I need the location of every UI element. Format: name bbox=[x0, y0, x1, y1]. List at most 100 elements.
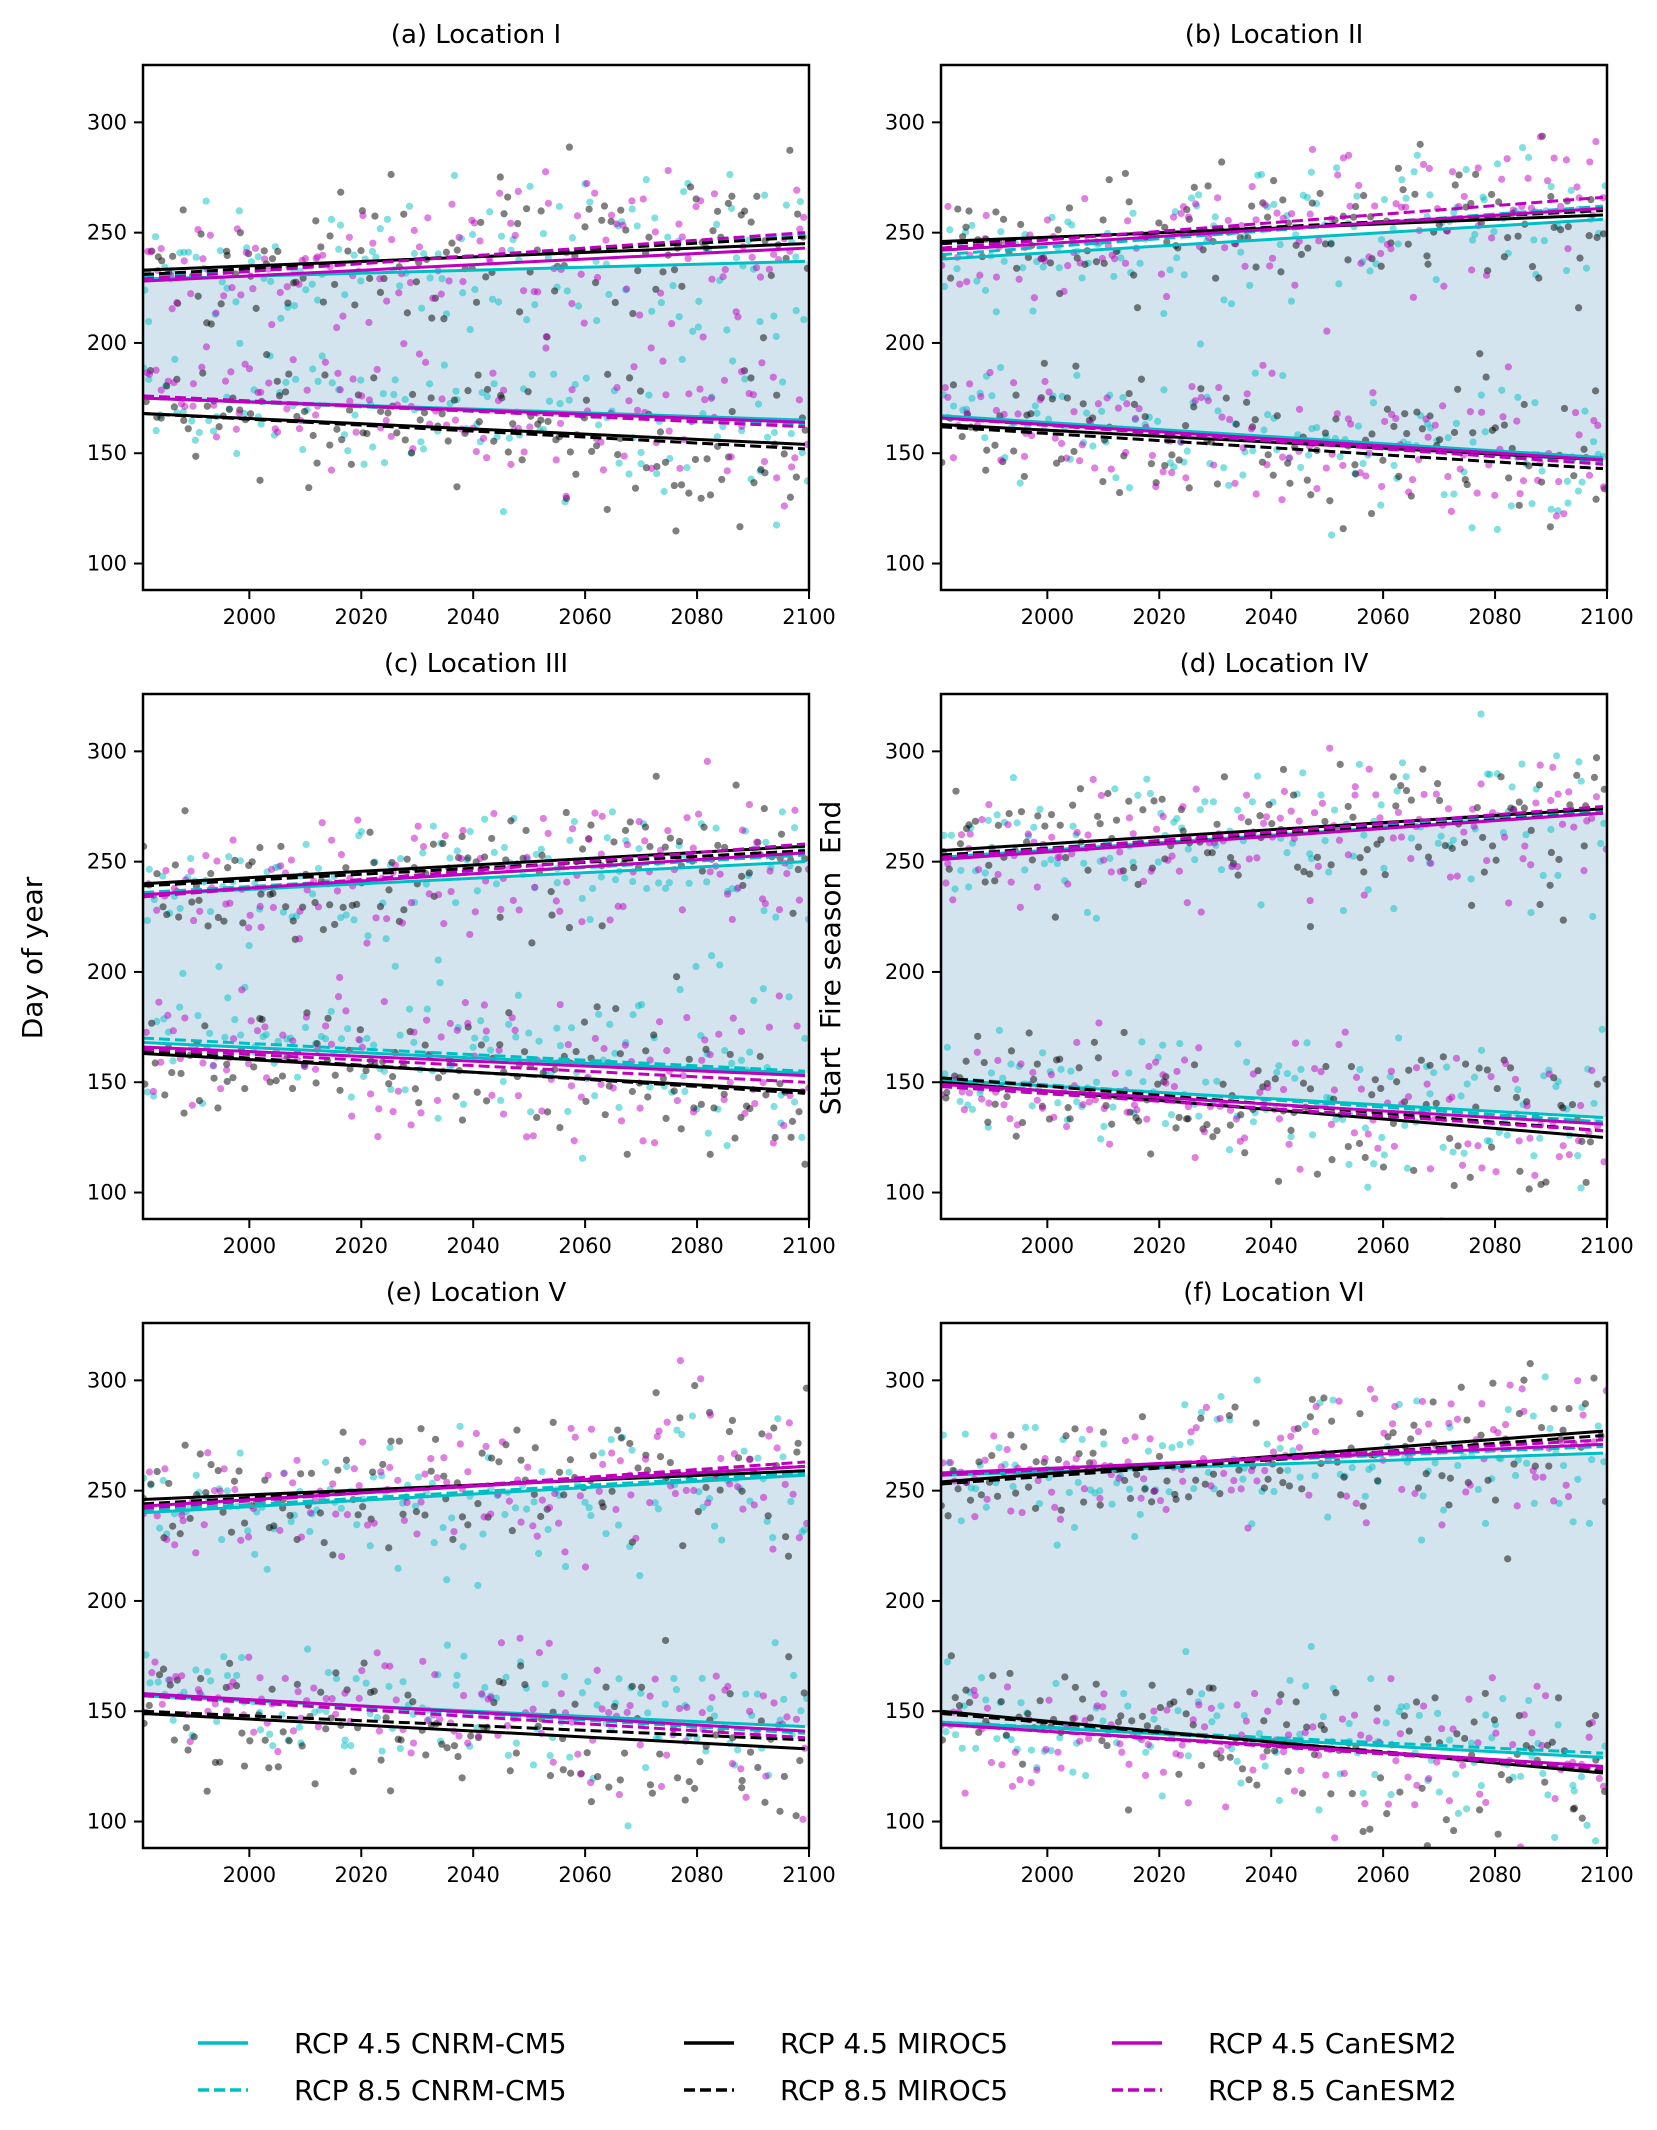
scatter-point-start bbox=[215, 423, 223, 431]
scatter-point-end bbox=[942, 879, 950, 887]
scatter-point-end bbox=[586, 915, 594, 924]
x-tick-label: 2080 bbox=[670, 605, 723, 629]
scatter-point-start bbox=[661, 458, 670, 466]
scatter-point-start bbox=[1477, 408, 1486, 416]
scatter-point-end bbox=[717, 1454, 725, 1463]
scatter-point-start bbox=[1311, 1065, 1319, 1073]
scatter-point-start bbox=[143, 398, 150, 406]
scatter-point-start bbox=[646, 1083, 654, 1091]
scatter-point-end bbox=[1377, 801, 1385, 809]
scatter-point-end bbox=[1520, 1407, 1528, 1415]
y-tick-label: 150 bbox=[87, 1070, 127, 1094]
scatter-point-start bbox=[960, 1106, 968, 1114]
scatter-point-start bbox=[1038, 1104, 1047, 1112]
trend-line-start-2 bbox=[143, 1692, 806, 1735]
scatter-point-start bbox=[1086, 1714, 1095, 1722]
scatter-point-end bbox=[1438, 1472, 1446, 1480]
scatter-point-end bbox=[217, 300, 225, 308]
scatter-point-end bbox=[1306, 1413, 1314, 1421]
scatter-point-start bbox=[992, 406, 1001, 415]
scatter-point-start bbox=[965, 1089, 974, 1097]
scatter-point-start bbox=[1298, 1789, 1307, 1797]
scatter-point-end bbox=[1314, 862, 1322, 871]
scatter-point-start bbox=[1083, 409, 1091, 417]
y-tick-label: 150 bbox=[885, 1070, 925, 1094]
scatter-point-start bbox=[436, 1715, 444, 1723]
scatter-point-start bbox=[419, 1657, 427, 1665]
scatter-point-end bbox=[961, 1430, 969, 1438]
x-tick-label: 2100 bbox=[782, 1863, 835, 1887]
scatter-point-end bbox=[991, 877, 999, 885]
scatter-point-end bbox=[1417, 1536, 1426, 1544]
scatter-point-start bbox=[1222, 1803, 1230, 1811]
scatter-point-start bbox=[524, 388, 532, 396]
scatter-point-start bbox=[803, 477, 809, 485]
scatter-point-end bbox=[1129, 209, 1137, 217]
scatter-point-start bbox=[1042, 1745, 1050, 1754]
scatter-point-end bbox=[1446, 873, 1455, 881]
scatter-point-start bbox=[1408, 476, 1417, 484]
scatter-point-start bbox=[582, 396, 591, 404]
scatter-point-start bbox=[750, 997, 758, 1005]
scatter-point-start bbox=[778, 378, 787, 386]
scatter-point-end bbox=[194, 225, 202, 234]
scatter-point-start bbox=[338, 436, 346, 444]
scatter-point-start bbox=[1468, 524, 1476, 532]
scatter-point-end bbox=[1197, 1408, 1206, 1416]
scatter-point-start bbox=[227, 368, 235, 376]
scatter-point-end bbox=[1084, 866, 1092, 874]
scatter-point-end bbox=[1237, 813, 1245, 822]
scatter-point-start bbox=[434, 1074, 443, 1082]
scatter-point-end bbox=[1017, 808, 1026, 816]
scatter-point-start bbox=[401, 436, 409, 444]
scatter-point-end bbox=[1308, 145, 1317, 154]
scatter-point-start bbox=[1303, 1039, 1311, 1047]
scatter-point-start bbox=[1156, 1703, 1165, 1712]
scatter-point-start bbox=[256, 1726, 265, 1734]
scatter-point-start bbox=[1383, 1810, 1391, 1818]
scatter-point-end bbox=[1195, 191, 1203, 199]
scatter-point-end bbox=[158, 257, 166, 265]
scatter-point-start bbox=[1357, 1731, 1365, 1739]
scatter-point-end bbox=[697, 197, 705, 205]
scatter-point-end bbox=[634, 1464, 642, 1472]
scatter-point-end bbox=[587, 1425, 596, 1433]
scatter-point-end bbox=[1422, 1470, 1430, 1478]
scatter-point-start bbox=[374, 1132, 382, 1141]
trend-line-end-6 bbox=[941, 195, 1604, 250]
scatter-point-end bbox=[1279, 765, 1288, 774]
scatter-point-start bbox=[1577, 1184, 1585, 1192]
scatter-point-start bbox=[1404, 1773, 1412, 1781]
scatter-point-end bbox=[1547, 825, 1555, 834]
scatter-point-start bbox=[1106, 1140, 1114, 1148]
scatter-point-start bbox=[764, 433, 772, 441]
scatter-point-end bbox=[474, 1500, 482, 1508]
scatter-point-start bbox=[791, 454, 799, 462]
scatter-point-end bbox=[1328, 1417, 1336, 1425]
scatter-point-start bbox=[1191, 397, 1199, 405]
scatter-point-start bbox=[1332, 1689, 1340, 1697]
scatter-point-end bbox=[1187, 1428, 1195, 1436]
scatter-point-start bbox=[1287, 1126, 1295, 1134]
scatter-point-end bbox=[1084, 831, 1092, 839]
scatter-point-start bbox=[281, 388, 290, 396]
scatter-point-start bbox=[1061, 1673, 1069, 1681]
scatter-point-start bbox=[1592, 495, 1600, 503]
scatter-point-end bbox=[145, 1468, 154, 1476]
scatter-point-end bbox=[371, 212, 379, 220]
scatter-point-end bbox=[1411, 1489, 1419, 1498]
scatter-point-end bbox=[753, 192, 761, 200]
scatter-point-end bbox=[576, 1492, 584, 1500]
scatter-point-start bbox=[1574, 1137, 1583, 1145]
scatter-point-start bbox=[593, 1666, 601, 1674]
scatter-point-end bbox=[1451, 181, 1459, 189]
scatter-point-end bbox=[713, 220, 721, 229]
scatter-point-end bbox=[1089, 1459, 1098, 1467]
scatter-point-end bbox=[319, 298, 328, 306]
scatter-point-end bbox=[179, 1517, 187, 1525]
scatter-point-start bbox=[1306, 1085, 1315, 1093]
scatter-point-end bbox=[318, 819, 326, 827]
scatter-point-start bbox=[438, 395, 446, 403]
scatter-point-end bbox=[568, 234, 577, 242]
scatter-point-start bbox=[1530, 1152, 1538, 1160]
